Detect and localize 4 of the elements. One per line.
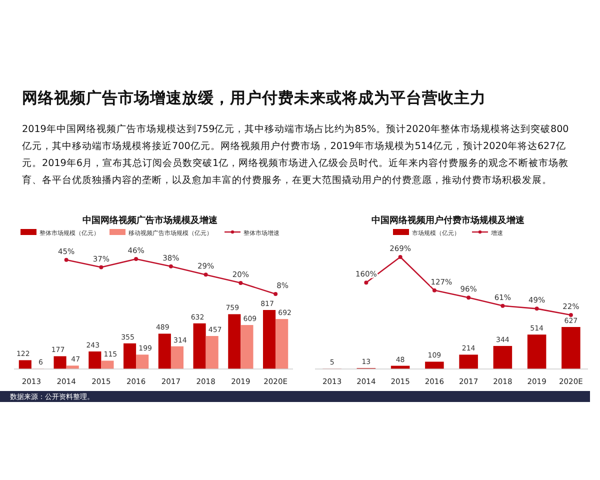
text: 2019年中国网络视频广告市场规模达到759亿元，其中移动端市场占比约为85%。预计2020年整体市场规模将达到突破800亿元，其中移动端市场规模将接近700亿元。网络视频用户付费市场，2019年市场规模为514亿元，预计2020年将达627亿元。2019年6月，宣布其总订阅会员数突破1亿，网络视频市场进入亿级会员时代。近年来内容付费服务的观念不断被市场教育、各平台优质独播内容的垄断，以及愈加丰富的付费服务，在更大范围撬动用户的付费意愿，推动付费市场积极发展。 <box>22 123 570 188</box>
text: 网络视频广告市场增速放缓，用户付费未来或将成为平台营收主力 <box>22 88 487 109</box>
chart-title: 中国网络视频广告市场规模及增速 <box>82 215 218 226</box>
chart-title: 中国网络视频用户付费市场规模及增速 <box>372 215 526 226</box>
